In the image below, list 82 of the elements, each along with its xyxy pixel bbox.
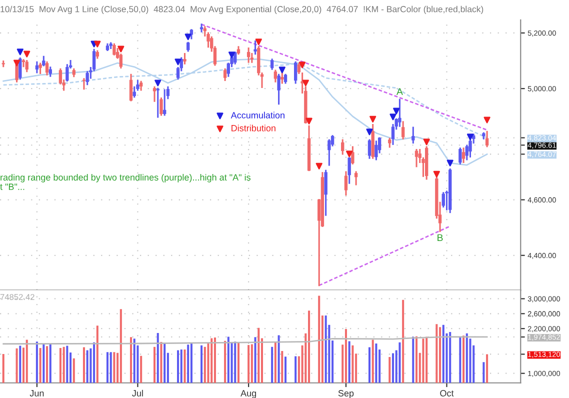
candlestick <box>2 60 5 68</box>
candlestick <box>246 47 250 63</box>
candlestick <box>341 139 344 155</box>
legend-label: Distribution <box>232 124 276 132</box>
candlestick <box>485 130 489 148</box>
point <box>299 62 306 68</box>
x-tick-label: Oct <box>440 390 454 396</box>
candlestick <box>354 171 358 186</box>
candlestick <box>374 140 378 160</box>
point <box>484 116 490 124</box>
point <box>228 52 236 58</box>
candlestick <box>462 148 466 164</box>
point <box>154 80 162 86</box>
point <box>174 58 182 66</box>
candlestick <box>412 126 415 144</box>
candlestick <box>294 61 298 84</box>
candlestick <box>277 74 280 105</box>
annotation: B <box>438 234 443 242</box>
point <box>118 46 124 52</box>
candlestick <box>270 58 274 70</box>
candlestick <box>160 98 163 116</box>
x-tick-label: Sep <box>338 390 354 398</box>
point <box>94 40 101 48</box>
point <box>423 138 430 146</box>
candlestick <box>38 62 42 74</box>
point <box>278 66 286 74</box>
point <box>14 60 20 66</box>
candlestick <box>129 74 133 102</box>
line-series <box>2 336 488 345</box>
candlestick <box>223 68 227 81</box>
point <box>346 150 353 158</box>
point <box>184 34 192 40</box>
candlestick <box>254 40 257 55</box>
candlestick <box>351 146 354 164</box>
line-series <box>2 58 488 166</box>
candlestick <box>156 88 160 118</box>
candlestick <box>112 43 116 56</box>
point <box>390 114 396 120</box>
candlestick <box>66 64 69 82</box>
candlestick <box>25 60 28 72</box>
candlestick <box>297 62 301 74</box>
candlestick <box>18 58 22 80</box>
candlestick <box>344 171 348 196</box>
candlestick <box>82 78 86 90</box>
point <box>433 170 440 178</box>
point <box>370 116 376 122</box>
annotation: rading range bounded by two trendlines (purple)...high at "A" is t "B"... <box>0 174 250 190</box>
candlestick <box>86 71 89 86</box>
candlestick <box>132 86 136 98</box>
point <box>306 118 312 124</box>
point <box>446 160 454 166</box>
candlestick <box>414 148 418 168</box>
point <box>24 50 30 58</box>
point <box>316 162 322 170</box>
x-tick-label: Aug <box>240 390 256 398</box>
candlestick <box>45 61 49 76</box>
point <box>366 128 373 136</box>
candlestick <box>183 53 186 64</box>
legend-label: Accumulation <box>230 112 284 118</box>
annotation: 74852.42 <box>0 294 34 300</box>
candlestick <box>458 148 462 164</box>
candlestick <box>401 121 405 140</box>
annotation: A <box>396 88 403 95</box>
candlestick <box>348 157 351 184</box>
point <box>393 108 400 114</box>
chart-title: 10/13/15 Mov Avg 1 Line (Close,50,0) 4823.04 Mov Avg Exponential (Close,20,0) 4764.07 !KM - BarColor (blue,red,black) <box>0 6 484 14</box>
candlestick <box>152 86 156 102</box>
x-tick-label: Jun <box>30 390 44 396</box>
candlestick <box>15 62 18 82</box>
point <box>466 134 474 140</box>
candlestick <box>35 61 39 74</box>
candlestick <box>368 139 372 159</box>
point <box>255 38 262 46</box>
x-tick-label: Jul <box>132 390 143 396</box>
candlestick <box>274 70 278 82</box>
candlestick <box>328 139 331 166</box>
candlestick <box>442 192 445 208</box>
candlestick <box>162 89 166 116</box>
point <box>16 48 24 56</box>
candlestick <box>324 170 328 216</box>
point <box>302 80 309 86</box>
candlestick <box>398 98 402 127</box>
